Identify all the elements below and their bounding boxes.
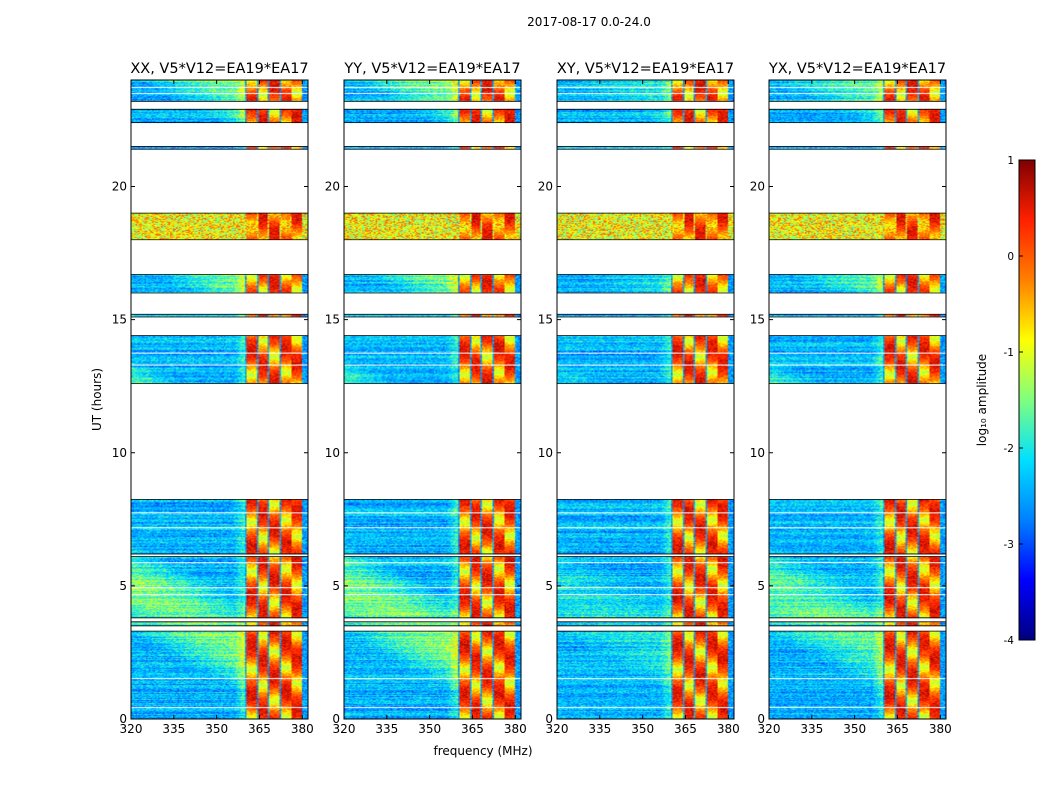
colorbar-tick-label: 0 bbox=[1007, 251, 1014, 263]
y-tick-label: 5 bbox=[332, 579, 340, 593]
y-tick-label: 0 bbox=[119, 712, 127, 726]
x-tick-label: 350 bbox=[843, 722, 866, 736]
y-tick-label: 15 bbox=[325, 313, 340, 327]
panel-title: YY, V5*V12=EA19*EA17 bbox=[343, 61, 520, 77]
heatmap-image bbox=[131, 80, 308, 719]
x-tick-label: 350 bbox=[205, 722, 228, 736]
x-tick-label: 335 bbox=[800, 722, 823, 736]
y-tick-label: 10 bbox=[112, 446, 127, 460]
x-tick-label: 365 bbox=[248, 722, 271, 736]
colorbar-tick-label: -2 bbox=[1004, 443, 1014, 455]
colorbar: 1 0 -1 -2 -3 -4 log₁₀ amplitude bbox=[975, 155, 1036, 647]
x-tick-label: 365 bbox=[461, 722, 484, 736]
panel-3: YX, V5*V12=EA19*EA17 320 335 350 365 380 0 5 10 1… bbox=[750, 61, 952, 736]
y-tick-label: 15 bbox=[750, 313, 765, 327]
y-tick-label: 5 bbox=[119, 579, 127, 593]
heatmap-image bbox=[557, 80, 734, 719]
y-tick-label: 5 bbox=[545, 579, 553, 593]
x-tick-label: 350 bbox=[418, 722, 441, 736]
x-tick-label: 320 bbox=[333, 722, 356, 736]
x-tick-label: 380 bbox=[717, 722, 740, 736]
x-axis-label: frequency (MHz) bbox=[433, 744, 532, 758]
axes-frame bbox=[343, 79, 522, 720]
colorbar-tick-label: 1 bbox=[1007, 155, 1014, 167]
axes-frame bbox=[130, 79, 309, 720]
panel-title: XY, V5*V12=EA19*EA17 bbox=[557, 61, 734, 77]
heatmap-panels: XX, V5*V12=EA19*EA17 320 335 350 365 380 0 5 10 1… bbox=[90, 61, 952, 758]
colorbar-tick-label: -3 bbox=[1004, 539, 1014, 551]
x-tick-label: 365 bbox=[674, 722, 697, 736]
y-tick-label: 10 bbox=[325, 446, 340, 460]
x-tick-label: 365 bbox=[886, 722, 909, 736]
figure-title: 2017-08-17 0.0-24.0 bbox=[527, 15, 651, 29]
x-tick-label: 320 bbox=[546, 722, 569, 736]
colorbar-tick-label: -1 bbox=[1004, 347, 1014, 359]
panel-title: XX, V5*V12=EA19*EA17 bbox=[130, 61, 308, 77]
panel-0: XX, V5*V12=EA19*EA17 320 335 350 365 380 0 5 10 1… bbox=[90, 61, 314, 736]
heatmap-image bbox=[769, 80, 946, 719]
y-tick-label: 20 bbox=[750, 180, 765, 194]
x-tick-label: 380 bbox=[504, 722, 527, 736]
x-tick-label: 320 bbox=[120, 722, 143, 736]
y-tick-label: 5 bbox=[757, 579, 765, 593]
colorbar-tick-label: -4 bbox=[1004, 635, 1015, 647]
x-tick-label: 350 bbox=[631, 722, 654, 736]
axes-frame bbox=[768, 79, 947, 720]
axes-frame bbox=[556, 79, 735, 720]
y-tick-label: 0 bbox=[545, 712, 553, 726]
y-tick-label: 15 bbox=[538, 313, 553, 327]
y-tick-label: 10 bbox=[538, 446, 553, 460]
x-tick-label: 335 bbox=[162, 722, 185, 736]
colorbar-label: log₁₀ amplitude bbox=[975, 354, 989, 446]
colorbar-scale bbox=[1018, 159, 1036, 641]
panel-title: YX, V5*V12=EA19*EA17 bbox=[768, 61, 946, 77]
x-tick-label: 335 bbox=[375, 722, 398, 736]
x-tick-label: 380 bbox=[291, 722, 314, 736]
y-tick-label: 10 bbox=[750, 446, 765, 460]
y-tick-label: 20 bbox=[112, 180, 127, 194]
y-tick-label: 0 bbox=[332, 712, 340, 726]
panel-2: XY, V5*V12=EA19*EA17 320 335 350 365 380 0 5 10 1… bbox=[538, 61, 740, 736]
x-tick-label: 380 bbox=[929, 722, 952, 736]
x-tick-label: 320 bbox=[758, 722, 781, 736]
y-tick-label: 15 bbox=[112, 313, 127, 327]
y-axis-label: UT (hours) bbox=[90, 368, 104, 431]
heatmap-image bbox=[344, 80, 521, 719]
y-tick-label: 20 bbox=[538, 180, 553, 194]
panel-1: YY, V5*V12=EA19*EA17 320 335 350 365 380 0 5 10 1… bbox=[325, 61, 533, 758]
x-tick-label: 335 bbox=[588, 722, 611, 736]
y-tick-label: 0 bbox=[757, 712, 765, 726]
y-tick-label: 20 bbox=[325, 180, 340, 194]
